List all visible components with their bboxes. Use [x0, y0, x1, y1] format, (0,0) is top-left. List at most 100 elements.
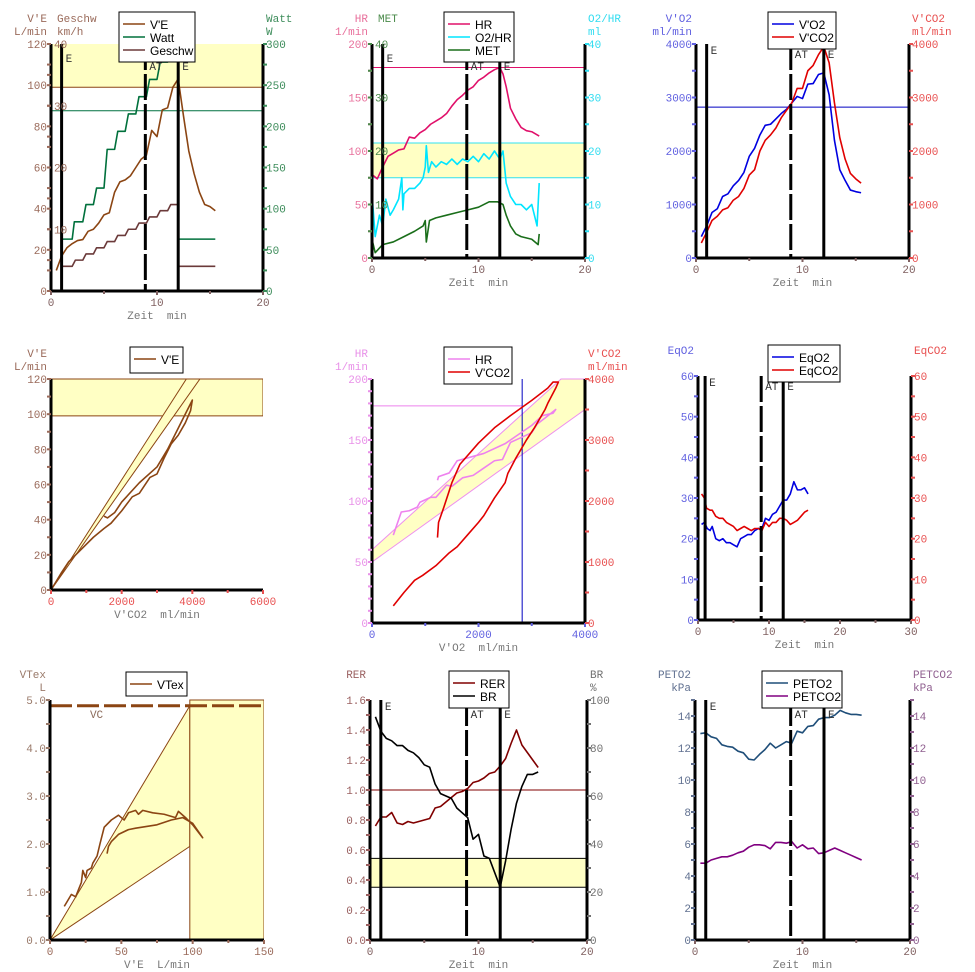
y-tick-label-hr: 50: [355, 201, 368, 213]
y-axis-title-ve: V'E: [27, 349, 47, 361]
y-tick-label-o2hr: 10: [588, 201, 601, 213]
plot-area: [372, 378, 585, 623]
plot-area: [700, 480, 809, 548]
y-tick-label-watt: 150: [266, 164, 286, 176]
legend-label: PETCO2: [793, 690, 841, 704]
legend-label: BR: [480, 690, 497, 704]
y-tick-label-br: 100: [590, 696, 610, 708]
y-tick-label-peto2: 14: [678, 712, 692, 724]
legend-label: HR: [475, 18, 493, 32]
y-tick-label-br: 80: [590, 744, 603, 756]
y-tick-label-peto2: 8: [684, 808, 691, 820]
y-axis-title-met: MET: [378, 14, 398, 26]
y-tick-label-watt: 100: [266, 205, 286, 217]
legend-box: [448, 670, 510, 709]
y-tick-label-eqco2: 10: [914, 575, 927, 587]
phase-marker-label: AT: [795, 50, 809, 62]
series-eqo2: [701, 480, 809, 548]
y-axis-title-eqco2: EqCO2: [914, 346, 947, 358]
legend-label: Watt: [150, 31, 175, 45]
y-axis-title-br: %: [590, 683, 597, 695]
y-tick-label-vco2: 1000: [588, 558, 614, 570]
series-petco2: [700, 840, 862, 865]
y-tick-label-peto2: 6: [684, 840, 691, 852]
y-tick-label-eqo2: 40: [681, 453, 694, 465]
y-tick-label-vtex: 4.0: [26, 744, 46, 756]
plot-area: [700, 709, 862, 865]
y-axis-title-watt: Watt: [266, 14, 292, 26]
x-tick-label: 10: [472, 947, 485, 959]
y-tick-label-hr: 0: [361, 619, 368, 631]
plot-area: [50, 699, 264, 940]
y-tick-label-ve: 120: [27, 40, 47, 52]
y-axis-title-vo2: V'O2: [666, 14, 692, 26]
legend-label: EqO2: [799, 351, 830, 365]
y-tick-label-o2hr: 0: [588, 254, 595, 266]
x-tick-label: 100: [183, 947, 203, 959]
y-tick-label-eqco2: 0: [914, 616, 921, 628]
phase-marker-label: AT: [471, 710, 485, 722]
y-tick-label-ve: 0: [40, 586, 47, 598]
y-tick-label-met: 20: [375, 147, 388, 159]
y-tick-label-vco2: 3000: [588, 436, 614, 448]
y-tick-label-eqo2: 30: [681, 494, 694, 506]
reference-region: [189, 699, 264, 940]
series-eqco2: [700, 493, 809, 532]
y-tick-label-eqco2: 50: [914, 413, 927, 425]
y-tick-label-vo2: 3000: [666, 94, 692, 106]
y-tick-label-vo2: 0: [685, 254, 692, 266]
legend-label: V'O2: [799, 18, 826, 32]
y-axis-title-rer: RER: [346, 670, 366, 682]
x-tick-label: 150: [254, 947, 274, 959]
phase-marker-label: E: [504, 710, 511, 722]
phase-marker-label: E: [710, 702, 717, 714]
x-tick-label: 30: [904, 627, 917, 639]
y-tick-label-rer: 1.4: [346, 726, 366, 738]
series-met: [372, 201, 541, 254]
panel-vtex-vs-ve: VC 0 50 100 150 V'E L/min 0.0 1.0 2.0 3.0 4.0 5.0 VT…: [20, 670, 274, 972]
legend: VTex: [125, 671, 188, 697]
y-tick-label-hr: 100: [348, 147, 368, 159]
y-tick-label-peto2: 0: [684, 936, 691, 948]
y-tick-label-vo2: 4000: [666, 40, 692, 52]
x-tick-label: 0: [47, 947, 54, 959]
y-tick-label-ve: 120: [27, 375, 47, 387]
x-axis-title: Zeit min: [127, 311, 186, 323]
y-tick-label-eqco2: 40: [914, 453, 927, 465]
y-tick-label-peto2: 12: [678, 744, 691, 756]
y-axis-title-peto2: kPa: [671, 683, 691, 695]
annotation-label: VC: [90, 710, 104, 722]
y-tick-label-eqco2: 30: [914, 494, 927, 506]
phase-marker-label: E: [504, 62, 511, 74]
reference-region: [50, 703, 191, 940]
y-tick-label-geschw: 10: [54, 225, 67, 237]
x-tick-label: 0: [48, 298, 55, 310]
series-ve: [55, 78, 216, 271]
x-axis-title: Zeit min: [773, 278, 832, 290]
y-tick-label-peto2: 2: [684, 904, 691, 916]
y-tick-label-vtex: 3.0: [26, 792, 46, 804]
y-tick-label-geschw: 40: [54, 40, 67, 52]
y-tick-label-br: 40: [590, 840, 603, 852]
y-tick-label-hr: 50: [355, 558, 368, 570]
series-line: [700, 72, 862, 237]
x-tick-label: 0: [695, 627, 702, 639]
y-tick-label-vo2: 2000: [666, 147, 692, 159]
y-tick-label-ve: 60: [34, 481, 47, 493]
panel-eqo2-eqco2: E AT E 0 10 20 30 Zeit min 0 10 20 30 40 50 60 EqO2 0 10 2…: [668, 344, 947, 652]
y-tick-label-peto2: 4: [684, 872, 691, 884]
y-tick-label-eqo2: 10: [681, 575, 694, 587]
y-axis-title-petco2: kPa: [913, 683, 933, 695]
y-axis-title-ve: V'E: [27, 14, 47, 26]
series-line: [392, 381, 560, 607]
x-tick-label: 4000: [179, 597, 205, 609]
series-line: [51, 399, 194, 590]
y-tick-label-vtex: 0.0: [26, 936, 46, 948]
y-tick-label-vtex: 5.0: [26, 696, 46, 708]
series-br: [374, 716, 539, 889]
series-line: [372, 66, 540, 180]
legend: V'O2V'CO2: [767, 11, 837, 50]
